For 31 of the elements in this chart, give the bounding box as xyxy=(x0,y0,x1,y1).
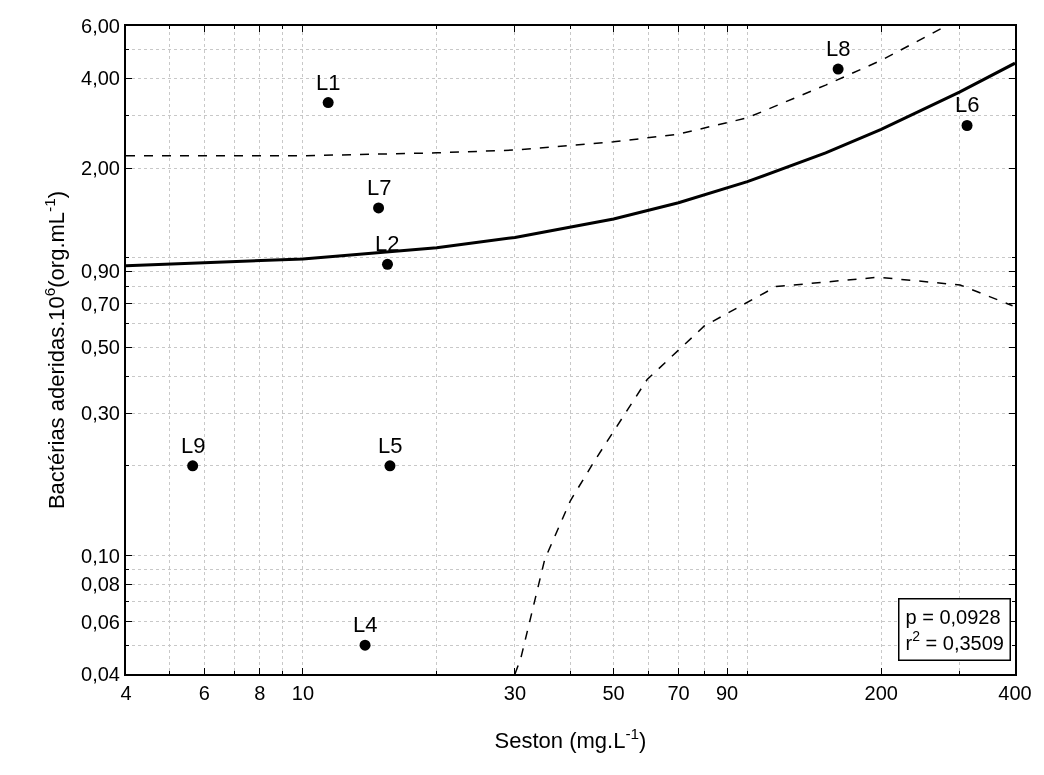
y-tick-label: 0,30 xyxy=(81,402,120,425)
annotation: L9 xyxy=(181,433,206,458)
x-tick-label: 200 xyxy=(864,682,898,704)
annotation: L8 xyxy=(826,36,851,61)
x-tick-label: 8 xyxy=(254,682,266,704)
x-tick-label: 90 xyxy=(715,682,739,704)
x-tick-label: 4 xyxy=(120,682,132,704)
annotation: r$^{2}$ = 0,3509 xyxy=(905,628,1004,654)
annotation: L6 xyxy=(955,92,980,117)
y-tick-label: 0,70 xyxy=(81,292,120,315)
y-tick-label: 0,50 xyxy=(81,336,120,359)
x-axis-title: Seston (mg.L$^{-1}$) xyxy=(494,725,647,754)
x-tick-label: 6 xyxy=(198,682,210,704)
y-tick-label: 2,00 xyxy=(81,157,120,180)
y-tick-label: 0,10 xyxy=(81,544,120,567)
annotation: L7 xyxy=(367,175,392,200)
y-tick-label: 0,06 xyxy=(81,610,120,633)
x-tick-label: 10 xyxy=(291,682,315,704)
annotation: p = 0,0928 xyxy=(905,605,1001,628)
y-tick-label: 6,00 xyxy=(81,15,120,37)
annotation: L1 xyxy=(316,70,341,95)
x-tick-label: 400 xyxy=(998,682,1032,704)
x-tick-label: 30 xyxy=(503,682,527,704)
y-tick-label: 4,00 xyxy=(81,67,120,90)
x-tick-label: 50 xyxy=(602,682,625,704)
y-tick-label: 0,08 xyxy=(81,573,120,596)
x-tick-label: 70 xyxy=(667,682,690,704)
y-tick-label: 0,04 xyxy=(81,663,120,685)
annotation: L4 xyxy=(353,612,378,637)
annotation: L5 xyxy=(378,433,403,458)
y-tick-label: 0,90 xyxy=(81,260,120,283)
